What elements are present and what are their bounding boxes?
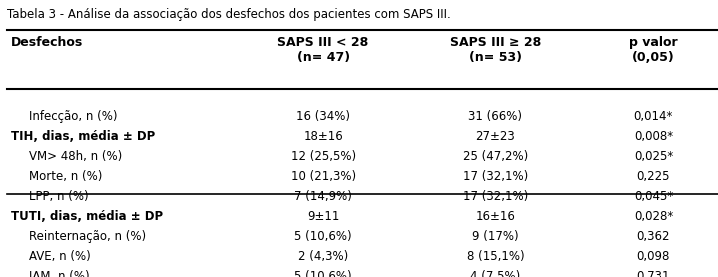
Text: 10 (21,3%): 10 (21,3%)	[291, 170, 355, 183]
Text: SAPS III ≥ 28
(n= 53): SAPS III ≥ 28 (n= 53)	[449, 36, 541, 64]
Text: Infecção, n (%): Infecção, n (%)	[29, 110, 117, 123]
Text: 0,008*: 0,008*	[634, 130, 673, 143]
Text: 16±16: 16±16	[475, 210, 516, 223]
Text: 0,225: 0,225	[637, 170, 670, 183]
Text: 0,028*: 0,028*	[634, 210, 673, 223]
Text: 8 (15,1%): 8 (15,1%)	[467, 250, 524, 263]
Text: 12 (25,5%): 12 (25,5%)	[291, 150, 355, 163]
Text: AVE, n (%): AVE, n (%)	[29, 250, 90, 263]
Text: 0,014*: 0,014*	[634, 110, 673, 123]
Text: 18±16: 18±16	[303, 130, 343, 143]
Text: 5 (10,6%): 5 (10,6%)	[294, 270, 352, 277]
Text: 9 (17%): 9 (17%)	[472, 230, 518, 243]
Text: 0,045*: 0,045*	[634, 190, 673, 203]
Text: 27±23: 27±23	[475, 130, 516, 143]
Text: 0,362: 0,362	[637, 230, 670, 243]
Text: 0,098: 0,098	[637, 250, 670, 263]
Text: VM> 48h, n (%): VM> 48h, n (%)	[29, 150, 122, 163]
Text: 17 (32,1%): 17 (32,1%)	[463, 190, 528, 203]
Text: TIH, dias, média ± DP: TIH, dias, média ± DP	[11, 130, 155, 143]
Text: p valor
(0,05): p valor (0,05)	[629, 36, 678, 64]
Text: 0,731: 0,731	[637, 270, 670, 277]
Text: TUTI, dias, média ± DP: TUTI, dias, média ± DP	[11, 210, 163, 223]
Text: 0,025*: 0,025*	[634, 150, 673, 163]
Text: 16 (34%): 16 (34%)	[296, 110, 350, 123]
Text: Morte, n (%): Morte, n (%)	[29, 170, 102, 183]
Text: 4 (7,5%): 4 (7,5%)	[470, 270, 521, 277]
Text: SAPS III < 28
(n= 47): SAPS III < 28 (n= 47)	[277, 36, 369, 64]
Text: IAM, n (%): IAM, n (%)	[29, 270, 89, 277]
Text: 9±11: 9±11	[307, 210, 340, 223]
Text: 25 (47,2%): 25 (47,2%)	[463, 150, 528, 163]
Text: LPP, n (%): LPP, n (%)	[29, 190, 88, 203]
Text: 31 (66%): 31 (66%)	[468, 110, 523, 123]
Text: 2 (4,3%): 2 (4,3%)	[298, 250, 348, 263]
Text: Desfechos: Desfechos	[11, 36, 83, 49]
Text: Reinternação, n (%): Reinternação, n (%)	[29, 230, 146, 243]
Text: 7 (14,9%): 7 (14,9%)	[294, 190, 352, 203]
Text: 17 (32,1%): 17 (32,1%)	[463, 170, 528, 183]
Text: 5 (10,6%): 5 (10,6%)	[294, 230, 352, 243]
Text: Tabela 3 - Análise da associação dos desfechos dos pacientes com SAPS III.: Tabela 3 - Análise da associação dos des…	[7, 8, 451, 21]
